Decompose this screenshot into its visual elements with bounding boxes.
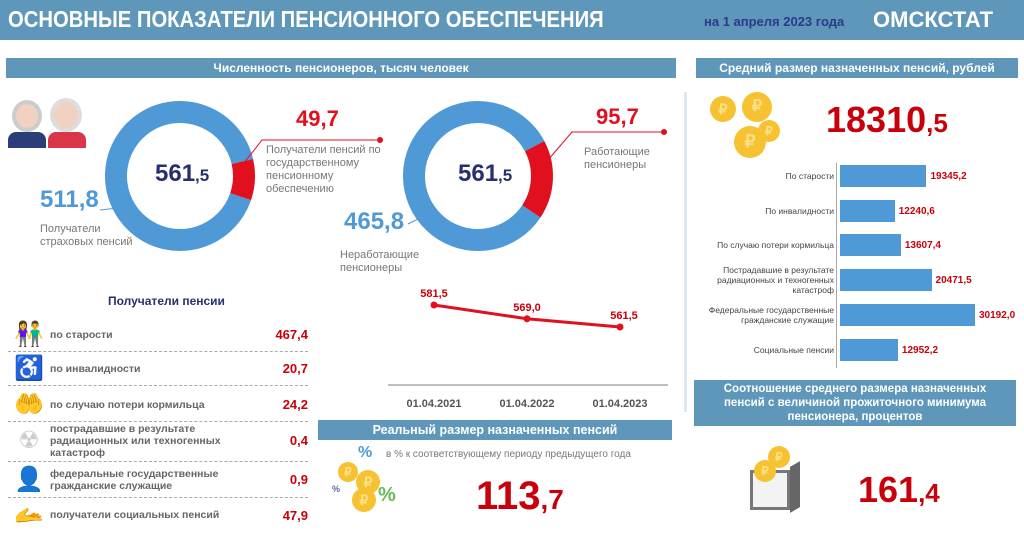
bar-value-label: 12240,6 bbox=[898, 206, 935, 217]
x-tick-label: 01.04.2023 bbox=[592, 398, 647, 410]
donut2-total: 561,5 bbox=[458, 160, 513, 187]
average-value: 18310,5 bbox=[826, 99, 948, 140]
hand-person-icon: 🫴 bbox=[14, 501, 44, 529]
recipient-label: по инвалидности bbox=[50, 362, 141, 375]
recipient-label: по старости bbox=[50, 328, 113, 341]
real-subtitle: в % к соответствующему периоду предыдуще… bbox=[386, 449, 631, 460]
recipient-row: ☢ пострадавшие в результате радиационных … bbox=[8, 420, 308, 462]
donut2-red-label: Работающие пенсионеры bbox=[584, 146, 650, 171]
donut1-red-label: Получатели пенсий по государственному пе… bbox=[266, 144, 381, 195]
bar-category-label: По старости bbox=[785, 171, 834, 181]
bar-value-label: 30192,0 bbox=[979, 310, 1016, 321]
donut2-blue-value: 465,8 bbox=[344, 208, 405, 235]
bar bbox=[840, 234, 901, 256]
bar bbox=[840, 165, 927, 187]
recipient-row: ♿ по инвалидности 20,7 bbox=[8, 352, 308, 386]
average-section-title: Средний размер назначенных пенсий, рубле… bbox=[696, 58, 1018, 78]
wheelchair-icon: ♿ bbox=[14, 355, 44, 382]
recipient-value: 0,9 bbox=[289, 472, 308, 487]
leader-line bbox=[407, 217, 421, 225]
leader-line bbox=[547, 131, 664, 161]
trend-point-label: 581,5 bbox=[420, 288, 448, 300]
bar-axis bbox=[836, 163, 837, 368]
bar-value-label: 19345,2 bbox=[930, 171, 967, 182]
recipient-value: 24,2 bbox=[282, 397, 308, 412]
donut2-red-value: 95,7 bbox=[596, 104, 639, 129]
trend-point-label: 569,0 bbox=[513, 302, 541, 314]
recipient-value: 47,9 bbox=[282, 507, 308, 523]
trend-point bbox=[430, 301, 438, 309]
coins-percent-icon: % % % ₽ ₽ ₽ bbox=[326, 444, 406, 524]
donut-charts bbox=[99, 101, 667, 251]
donut2-blue-label: Неработающие пенсионеры bbox=[340, 249, 420, 274]
leader-line bbox=[239, 139, 380, 169]
trend-line-chart: 581,5 01.04.2021 569,0 01.04.2022 561,5 01.04… bbox=[388, 288, 668, 410]
trend-point bbox=[523, 315, 531, 323]
bar bbox=[840, 304, 975, 326]
page-title: ОСНОВНЫЕ ПОКАЗАТЕЛИ ПЕНСИОННОГО ОБЕСПЕЧЕ… bbox=[8, 6, 604, 32]
org-name: ОМСКСТАТ bbox=[873, 7, 994, 32]
bar bbox=[840, 269, 932, 291]
recipient-row: 🫴 получатели социальных пенсий 47,9 bbox=[8, 500, 308, 530]
donut1-red-value: 49,7 bbox=[296, 106, 339, 131]
recipient-label: по случаю потери кормильца bbox=[50, 398, 205, 411]
bar-value-label: 20471,5 bbox=[935, 275, 972, 286]
recipient-row: 👤 федеральные государственные гражданские… bbox=[8, 462, 308, 498]
real-section-title: Реальный размер назначенных пенсий bbox=[318, 420, 672, 440]
x-tick-label: 01.04.2022 bbox=[499, 398, 554, 410]
bar-category-label: Социальные пенсии bbox=[753, 345, 834, 355]
protecting-hands-icon: 🤲 bbox=[14, 391, 44, 418]
bar-category-label: По случаю потери кормильца bbox=[717, 240, 834, 250]
date-label: на 1 апреля 2023 года bbox=[704, 14, 845, 29]
divider bbox=[684, 92, 687, 412]
donut1-blue-segment bbox=[105, 101, 254, 251]
header-bar bbox=[0, 0, 1024, 40]
recipient-label: федеральные государственные гражданские … bbox=[50, 467, 219, 492]
recipient-label: получатели социальных пенсий bbox=[50, 509, 220, 521]
leader-line bbox=[99, 207, 119, 211]
donut2-blue-segment bbox=[403, 101, 545, 251]
coins-icon: ₽ ₽ ₽ ₽ bbox=[706, 92, 786, 164]
ratio-section-title: Соотношение среднего размера назначенных… bbox=[694, 380, 1016, 426]
elderly-couple-icon bbox=[8, 96, 88, 148]
bar-category-label: По инвалидности bbox=[765, 206, 834, 216]
donut1-blue-label: Получатели страховых пенсий bbox=[40, 223, 133, 248]
bar bbox=[840, 200, 895, 222]
coin-box-icon: ₽ ₽ bbox=[748, 446, 802, 513]
recipient-row: 👫 по старости 467,4 bbox=[8, 318, 308, 352]
bar-category-label: Пострадавшие в результате радиационных и… bbox=[717, 265, 834, 295]
recipients-title: Получатели пенсии bbox=[108, 294, 225, 308]
bar-value-label: 12952,2 bbox=[901, 345, 939, 356]
bar-value-label: 13607,4 bbox=[904, 240, 941, 251]
recipient-row: 🤲 по случаю потери кормильца 24,2 bbox=[8, 388, 308, 422]
x-tick-label: 01.04.2021 bbox=[406, 398, 461, 410]
donut1-blue-value: 511,8 bbox=[40, 186, 99, 213]
civil-servant-icon: 👤 bbox=[14, 466, 44, 493]
trend-point bbox=[616, 323, 624, 331]
real-value: 113,7 bbox=[476, 474, 564, 518]
donut1-total: 561,5 bbox=[155, 160, 210, 187]
recipient-value: 0,4 bbox=[289, 433, 308, 448]
bar bbox=[840, 339, 898, 361]
ratio-value: 161,4 bbox=[858, 469, 940, 510]
donut2-red-segment bbox=[521, 141, 553, 218]
pensioners-section-title: Численность пенсионеров, тысяч человек bbox=[6, 58, 676, 78]
elderly-couple-icon: 👫 bbox=[14, 321, 44, 348]
trend-point-label: 561,5 bbox=[610, 310, 638, 322]
leader-dot bbox=[377, 137, 383, 143]
bar-category-label: Федеральные государственные гражданские … bbox=[708, 305, 834, 325]
recipient-value: 467,4 bbox=[275, 327, 308, 342]
recipient-value: 20,7 bbox=[282, 361, 308, 376]
recipient-label: пострадавшие в результате радиационных и… bbox=[50, 422, 221, 459]
donut1-red-segment bbox=[230, 159, 255, 201]
leader-dot bbox=[661, 129, 667, 135]
radiation-icon: ☢ bbox=[18, 427, 40, 454]
